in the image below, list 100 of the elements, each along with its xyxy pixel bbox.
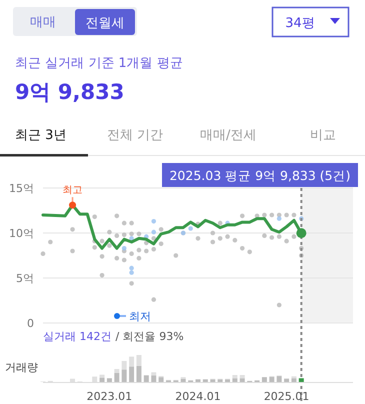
point [232, 238, 238, 242]
point [151, 297, 156, 302]
bar [291, 378, 296, 382]
bar [276, 376, 282, 382]
bar [122, 360, 127, 370]
bar [114, 372, 120, 382]
point [292, 212, 296, 218]
point [129, 251, 134, 256]
y-tick-label: 15억 [9, 182, 34, 195]
point [292, 234, 296, 239]
bar [240, 374, 245, 378]
bar [284, 378, 290, 382]
point [114, 214, 120, 218]
point [240, 246, 245, 251]
point [70, 248, 75, 254]
point [210, 240, 216, 244]
point [129, 281, 134, 286]
point [262, 233, 267, 238]
point [48, 240, 53, 244]
bar [151, 376, 156, 382]
point [225, 234, 230, 239]
point [122, 246, 126, 251]
point [270, 235, 274, 240]
point [129, 220, 134, 226]
point [100, 254, 104, 259]
bar [100, 378, 105, 382]
point [151, 236, 156, 241]
y-axis-title: 거래량 [5, 361, 38, 374]
point [92, 214, 97, 220]
point [262, 212, 267, 218]
point [136, 232, 142, 236]
point [218, 236, 222, 241]
y-tick-label: 0 [27, 317, 34, 330]
text: 전체 기간 [107, 128, 164, 143]
bar [232, 378, 238, 382]
text: 최근 3년 [15, 128, 66, 143]
point [218, 220, 222, 226]
point [70, 227, 75, 232]
text: 실거래 142건 [43, 330, 112, 343]
text: 34평 [285, 16, 315, 31]
chart-subtitle: 9억 9,833 [15, 80, 124, 104]
bar [240, 378, 245, 382]
point [122, 258, 126, 262]
point [114, 256, 120, 260]
bar [129, 356, 134, 367]
point [144, 248, 149, 254]
bar [218, 379, 223, 382]
bar [269, 376, 274, 382]
point [151, 219, 156, 224]
point [122, 220, 126, 226]
point [122, 232, 126, 238]
point [270, 212, 274, 218]
point [100, 238, 104, 244]
annotation: 최저 [129, 310, 151, 323]
point [210, 230, 216, 236]
point [136, 248, 142, 252]
bar [136, 366, 142, 382]
bar [262, 377, 267, 382]
point [151, 246, 156, 252]
bar [122, 370, 127, 382]
bar [232, 374, 238, 378]
point [107, 243, 112, 248]
point [276, 234, 282, 239]
point [284, 238, 289, 244]
text: 매매/전세 [200, 128, 256, 143]
point [188, 226, 193, 231]
point [174, 253, 178, 258]
point [92, 245, 97, 250]
bar [225, 379, 230, 382]
point [276, 302, 282, 308]
text: 비교 [310, 128, 336, 143]
bar [158, 377, 164, 382]
bar [298, 378, 304, 382]
point [151, 230, 156, 234]
text: 전월세 [86, 16, 124, 31]
x-tick-label: 2024.01 [175, 390, 221, 403]
point [107, 230, 112, 234]
bar [106, 378, 112, 382]
bar [151, 372, 156, 376]
text: 매매 [30, 15, 56, 30]
point [240, 214, 245, 218]
text: 2025.03 평균 9억 9,833 (5건) [169, 168, 351, 183]
point [284, 212, 289, 218]
point [136, 256, 142, 260]
y-tick-label: 10억 [9, 227, 34, 240]
bar [180, 378, 186, 382]
annotation: 최고 [62, 185, 83, 196]
bar [114, 369, 120, 373]
point [196, 236, 200, 241]
bar [129, 366, 134, 382]
point [296, 228, 306, 238]
point [114, 233, 120, 238]
bar [210, 379, 216, 382]
text: / 회전율 93% [116, 330, 184, 343]
y-tick-label: 5억 [16, 272, 34, 285]
x-tick-label: 2023.01 [86, 390, 132, 403]
point [129, 266, 134, 270]
point [158, 242, 164, 246]
point [158, 227, 164, 232]
point [40, 251, 46, 256]
